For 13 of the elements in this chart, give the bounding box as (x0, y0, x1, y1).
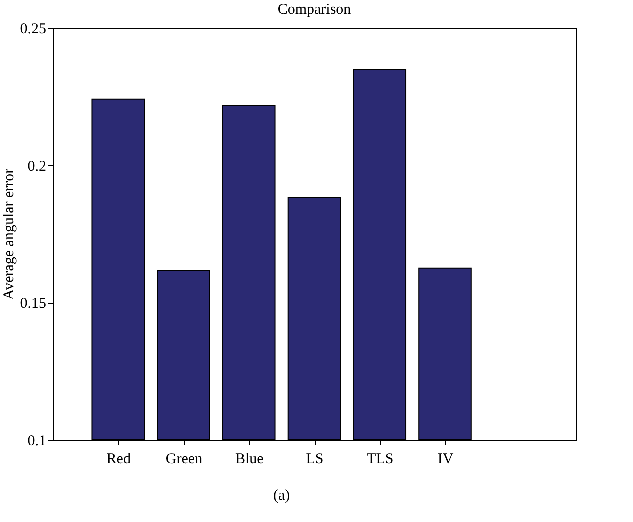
x-tick-label: Red (106, 452, 132, 468)
x-tick-label: TLS (367, 452, 394, 468)
y-tick-label: 0.15 (20, 296, 46, 312)
y-tick-label: 0.2 (28, 158, 46, 175)
text: (a) (273, 488, 290, 504)
y-axis-title: Average angular error (1, 168, 18, 300)
chart-title: Comparison (278, 2, 352, 18)
x-tick-label: LS (306, 452, 324, 468)
y-tick-label: 0.25 (20, 22, 46, 38)
x-tick-label: Green (166, 452, 204, 468)
x-tick-label: IV (438, 452, 454, 468)
x-tick-label: Blue (235, 452, 264, 468)
y-tick-label: 0.1 (28, 434, 46, 450)
